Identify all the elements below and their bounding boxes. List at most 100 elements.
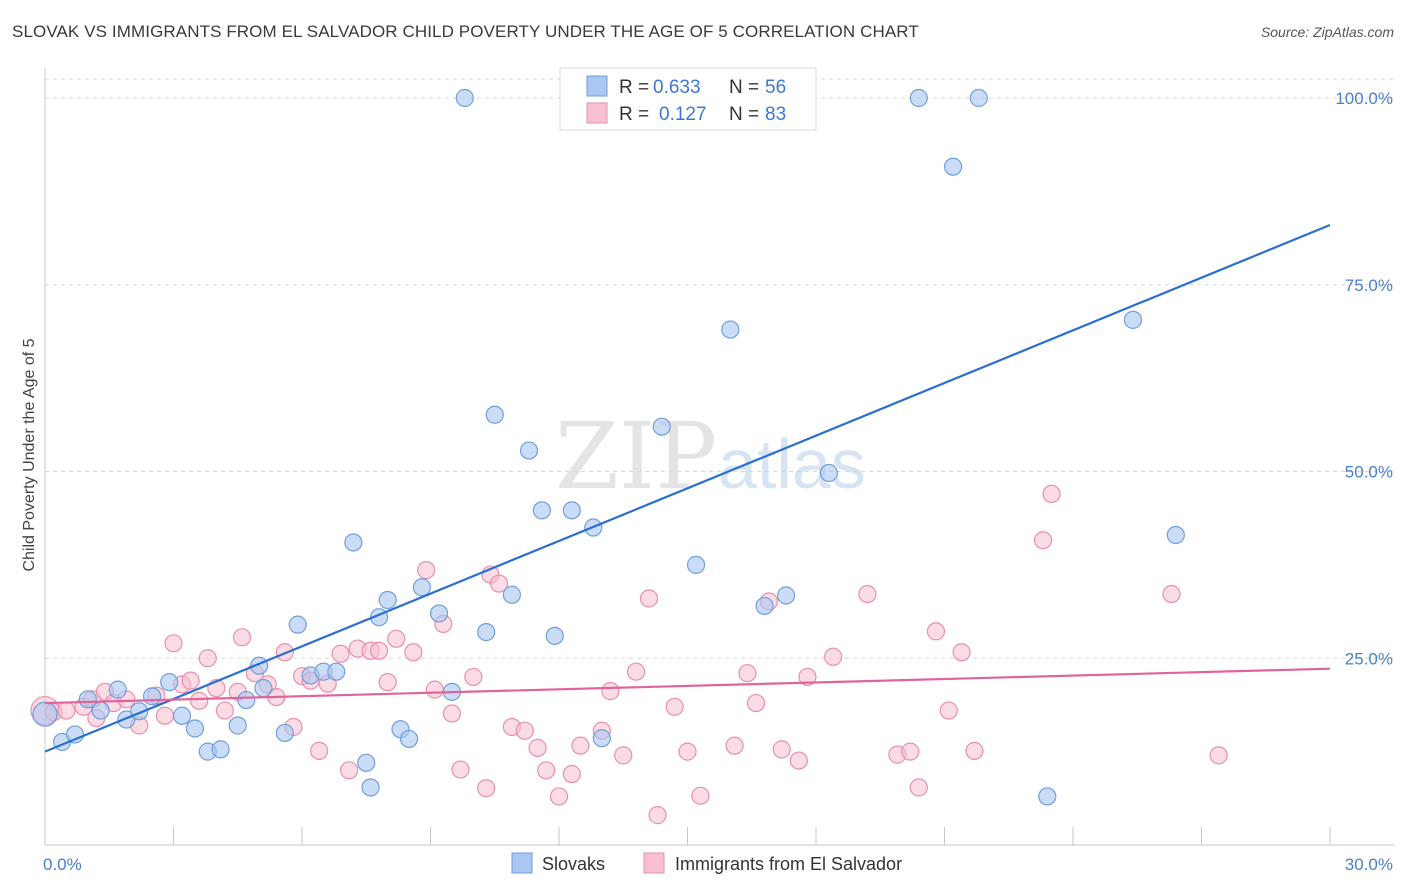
point-slovaks xyxy=(592,729,611,748)
point-slovaks xyxy=(819,463,838,483)
legend-r-value-1: 0.633 xyxy=(653,77,701,98)
point-slovaks xyxy=(361,778,380,797)
point-slovaks xyxy=(455,88,474,108)
watermark-atlas: atlas xyxy=(718,425,866,503)
point-immigrants xyxy=(451,760,470,779)
point-immigrants xyxy=(772,740,791,759)
bottom-legend-swatch-immigrants xyxy=(643,852,665,874)
point-slovaks xyxy=(412,578,432,597)
point-immigrants xyxy=(489,574,509,593)
point-immigrants xyxy=(665,697,684,716)
bottom-legend-label-slovaks: Slovaks xyxy=(542,854,605,874)
trendline-immigrants xyxy=(44,667,1331,705)
point-immigrants xyxy=(939,701,958,720)
point-immigrants xyxy=(926,622,946,641)
point-immigrants xyxy=(477,779,496,798)
point-immigrants xyxy=(789,751,808,770)
bottom-legend: Slovaks Immigrants from El Salvador xyxy=(511,852,902,874)
point-slovaks xyxy=(108,680,127,699)
legend-swatch-immigrants xyxy=(586,102,608,124)
point-slovaks xyxy=(357,753,376,772)
bottom-legend-swatch-slovaks xyxy=(511,852,533,874)
point-immigrants xyxy=(952,643,971,662)
point-immigrants xyxy=(1033,531,1053,550)
point-immigrants xyxy=(824,647,843,666)
point-slovaks xyxy=(32,701,58,727)
point-immigrants xyxy=(901,742,920,761)
point-immigrants xyxy=(1162,584,1181,604)
point-slovaks xyxy=(254,679,273,698)
legend-swatch-slovaks xyxy=(586,75,608,97)
y-tick-label: 50.0% xyxy=(1345,463,1393,482)
point-immigrants xyxy=(442,704,462,723)
point-slovaks xyxy=(117,710,136,729)
point-immigrants xyxy=(798,667,817,687)
point-immigrants xyxy=(515,721,534,740)
point-slovaks xyxy=(288,615,307,634)
watermark: ZIP atlas xyxy=(555,403,866,510)
x-tick-label-min: 0.0% xyxy=(43,855,82,874)
legend-r-label-2: R = xyxy=(619,104,649,125)
point-slovaks xyxy=(532,501,551,520)
bottom-legend-label-immigrants: Immigrants from El Salvador xyxy=(675,854,902,874)
point-slovaks xyxy=(91,701,110,720)
y-tick-label: 25.0% xyxy=(1345,649,1393,668)
point-immigrants xyxy=(1209,746,1228,765)
y-tick-label: 100.0% xyxy=(1335,89,1393,108)
point-immigrants xyxy=(310,741,329,760)
legend-n-value-2: 83 xyxy=(765,104,786,125)
point-slovaks xyxy=(228,716,247,735)
point-immigrants xyxy=(155,706,175,725)
legend-n-value-1: 56 xyxy=(765,77,786,98)
point-immigrants xyxy=(370,641,389,660)
point-immigrants xyxy=(626,662,646,681)
point-immigrants xyxy=(562,764,581,784)
legend-r-value-2: 0.127 xyxy=(659,104,707,125)
point-immigrants xyxy=(378,673,397,692)
point-immigrants xyxy=(528,738,547,757)
point-immigrants xyxy=(909,778,928,797)
point-immigrants xyxy=(648,806,667,825)
point-immigrants xyxy=(57,701,76,720)
point-immigrants xyxy=(464,667,483,687)
y-tick-label: 75.0% xyxy=(1345,276,1393,295)
point-immigrants xyxy=(858,584,877,604)
point-slovaks xyxy=(1123,310,1143,329)
trend-lines xyxy=(44,223,1331,753)
point-slovaks xyxy=(721,320,740,339)
tick-labels: 25.0% 50.0% 75.0% 100.0% 0.0% 30.0% xyxy=(43,89,1393,874)
point-immigrants xyxy=(725,736,744,755)
point-slovaks xyxy=(399,729,419,749)
legend-n-label-1: N = xyxy=(729,77,759,98)
point-slovaks xyxy=(78,690,97,709)
point-slovaks xyxy=(275,723,294,743)
point-slovaks xyxy=(562,501,581,520)
legend-r-label-1: R = xyxy=(619,77,649,98)
point-slovaks xyxy=(755,596,774,616)
point-slovaks xyxy=(1166,525,1185,545)
point-immigrants xyxy=(181,671,200,690)
point-immigrants xyxy=(1042,484,1061,504)
point-immigrants xyxy=(215,701,234,720)
point-slovaks xyxy=(485,405,504,424)
point-immigrants xyxy=(198,649,217,668)
point-slovaks xyxy=(160,673,179,692)
point-immigrants xyxy=(549,787,569,806)
point-immigrants xyxy=(691,786,710,805)
point-slovaks xyxy=(502,585,521,604)
point-slovaks xyxy=(327,662,346,681)
point-immigrants xyxy=(738,664,757,683)
watermark-zip: ZIP xyxy=(555,403,717,510)
source-label: Source: ZipAtlas.com xyxy=(1260,24,1394,40)
point-immigrants xyxy=(614,746,633,765)
point-immigrants xyxy=(425,680,444,699)
point-immigrants xyxy=(417,561,436,580)
trendline-slovaks xyxy=(44,223,1331,753)
grid-lines xyxy=(45,78,1395,659)
point-immigrants xyxy=(404,643,423,662)
point-immigrants xyxy=(331,644,350,663)
point-immigrants xyxy=(746,693,766,713)
point-immigrants xyxy=(965,741,984,760)
point-immigrants xyxy=(190,691,209,710)
point-immigrants xyxy=(537,761,556,780)
